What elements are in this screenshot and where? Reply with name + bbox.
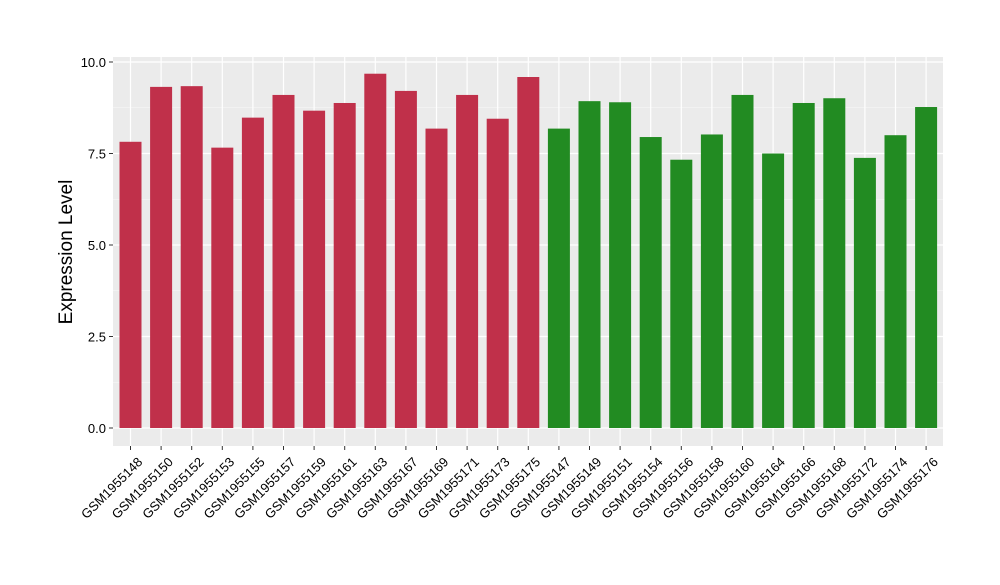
bar-GSM1955159 xyxy=(303,110,326,428)
x-axis: GSM1955148GSM1955150GSM1955152GSM1955153… xyxy=(78,446,941,522)
bar-GSM1955164 xyxy=(762,153,785,428)
bar-GSM1955167 xyxy=(394,90,417,428)
bar-GSM1955157 xyxy=(272,94,295,428)
bar-GSM1955152 xyxy=(180,86,203,428)
bar-GSM1955168 xyxy=(823,98,846,428)
bar-GSM1955166 xyxy=(792,102,815,428)
bar-GSM1955175 xyxy=(517,77,540,429)
bar-GSM1955174 xyxy=(884,135,907,428)
y-axis-label: Expression Level xyxy=(56,180,77,325)
bar-GSM1955156 xyxy=(670,159,693,429)
bar-GSM1955160 xyxy=(731,94,754,428)
bar-GSM1955154 xyxy=(639,137,662,428)
bar-GSM1955171 xyxy=(456,94,479,428)
y-tick-label: 0.0 xyxy=(88,421,106,436)
bar-GSM1955158 xyxy=(700,134,723,428)
y-tick-label: 10.0 xyxy=(81,55,106,70)
bar-GSM1955147 xyxy=(547,128,570,428)
bar-GSM1955148 xyxy=(119,141,142,428)
bar-GSM1955173 xyxy=(486,118,509,428)
y-tick-label: 7.5 xyxy=(88,147,106,162)
bar-GSM1955176 xyxy=(915,107,938,428)
y-axis: 0.0 2.5 5.0 7.5 10.0 xyxy=(81,55,113,436)
y-tick-label: 2.5 xyxy=(88,330,106,345)
bar-GSM1955169 xyxy=(425,128,448,428)
bar-GSM1955149 xyxy=(578,101,601,429)
bar-GSM1955153 xyxy=(211,147,234,429)
bars xyxy=(119,73,938,429)
bar-GSM1955172 xyxy=(853,157,876,428)
bar-GSM1955161 xyxy=(333,102,356,428)
bar-GSM1955163 xyxy=(364,73,387,428)
bar-GSM1955150 xyxy=(150,86,173,428)
bar-GSM1955151 xyxy=(609,102,632,428)
bar-GSM1955155 xyxy=(241,117,264,429)
y-tick-label: 5.0 xyxy=(88,238,106,253)
